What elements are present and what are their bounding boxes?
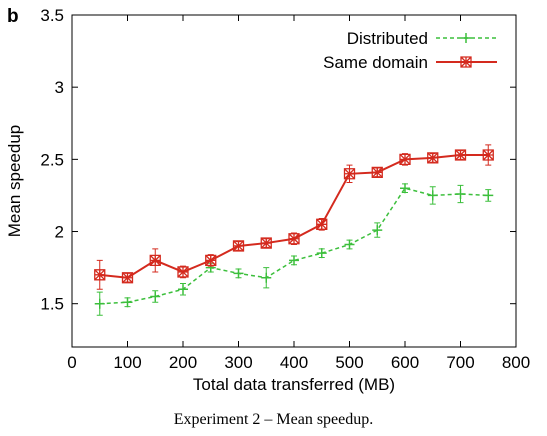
distributed-point xyxy=(427,190,438,201)
same-domain-point xyxy=(454,149,467,161)
legend-marker-same-domain xyxy=(460,56,472,68)
distributed-point xyxy=(122,297,133,308)
distributed-point xyxy=(455,188,466,199)
distributed-point xyxy=(178,284,188,295)
legend-label-distributed: Distributed xyxy=(347,29,428,48)
x-tick-label: 400 xyxy=(280,353,308,372)
x-tick-label: 800 xyxy=(502,353,530,372)
same-domain-point xyxy=(121,272,134,284)
y-tick-label: 2.5 xyxy=(40,150,64,169)
distributed-point xyxy=(233,268,244,279)
distributed-point xyxy=(344,239,355,250)
y-tick-label: 2 xyxy=(55,223,64,242)
y-tick-label: 3 xyxy=(55,78,64,97)
y-tick-label: 3.5 xyxy=(40,6,64,25)
same-domain-point xyxy=(232,240,245,252)
distributed-point xyxy=(261,272,272,283)
same-domain-point xyxy=(260,237,272,249)
panel-letter: b xyxy=(7,6,19,27)
same-domain-point xyxy=(343,168,356,180)
distributed-point xyxy=(372,225,383,236)
x-tick-label: 500 xyxy=(335,353,363,372)
y-axis-title: Mean speedup xyxy=(5,125,24,237)
same-domain-point xyxy=(94,269,106,281)
x-tick-label: 200 xyxy=(169,353,197,372)
same-domain-point xyxy=(177,266,189,278)
y-tick-label: 1.5 xyxy=(40,295,64,314)
distributed-point xyxy=(400,183,410,194)
distributed-point xyxy=(316,248,327,259)
x-tick-label: 100 xyxy=(113,353,141,372)
distributed-point xyxy=(94,298,105,309)
distributed-point xyxy=(150,291,161,302)
same-domain-point xyxy=(482,149,494,161)
same-domain-point xyxy=(205,254,217,267)
plot-frame xyxy=(71,14,517,348)
same-domain-point xyxy=(316,218,328,230)
x-tick-label: 300 xyxy=(224,353,252,372)
same-domain-point xyxy=(427,152,439,164)
distributed-point xyxy=(483,190,494,201)
x-tick-label: 0 xyxy=(67,353,76,372)
legend-label-same-domain: Same domain xyxy=(323,53,428,72)
same-domain-point xyxy=(371,166,383,178)
x-tick-label: 700 xyxy=(446,353,474,372)
distributed-point xyxy=(289,255,299,266)
chart-svg: 0 100 200 300 400 500 600 700 800 1.5 2 2.5 3 3.5 Tota… xyxy=(5,6,530,394)
distributed-series-line xyxy=(99,187,489,305)
same-domain-point xyxy=(399,153,411,165)
same-domain-point xyxy=(149,254,161,267)
same-domain-point xyxy=(288,233,300,245)
legend-marker-distributed xyxy=(461,33,471,43)
x-axis-title: Total data transferred (MB) xyxy=(193,375,395,394)
x-tick-label: 600 xyxy=(391,353,419,372)
figure-caption: Experiment 2 – Mean speedup. xyxy=(173,411,374,428)
